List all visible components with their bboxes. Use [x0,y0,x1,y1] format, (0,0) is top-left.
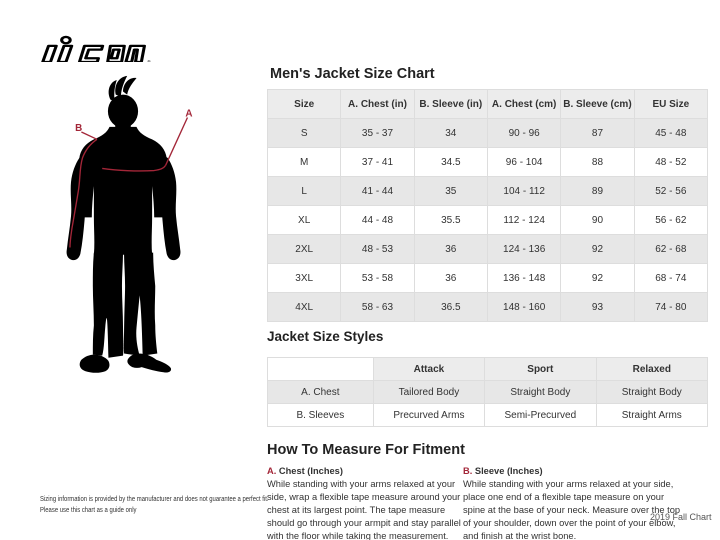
svg-text:A: A [185,108,192,119]
svg-text:B: B [75,123,82,134]
